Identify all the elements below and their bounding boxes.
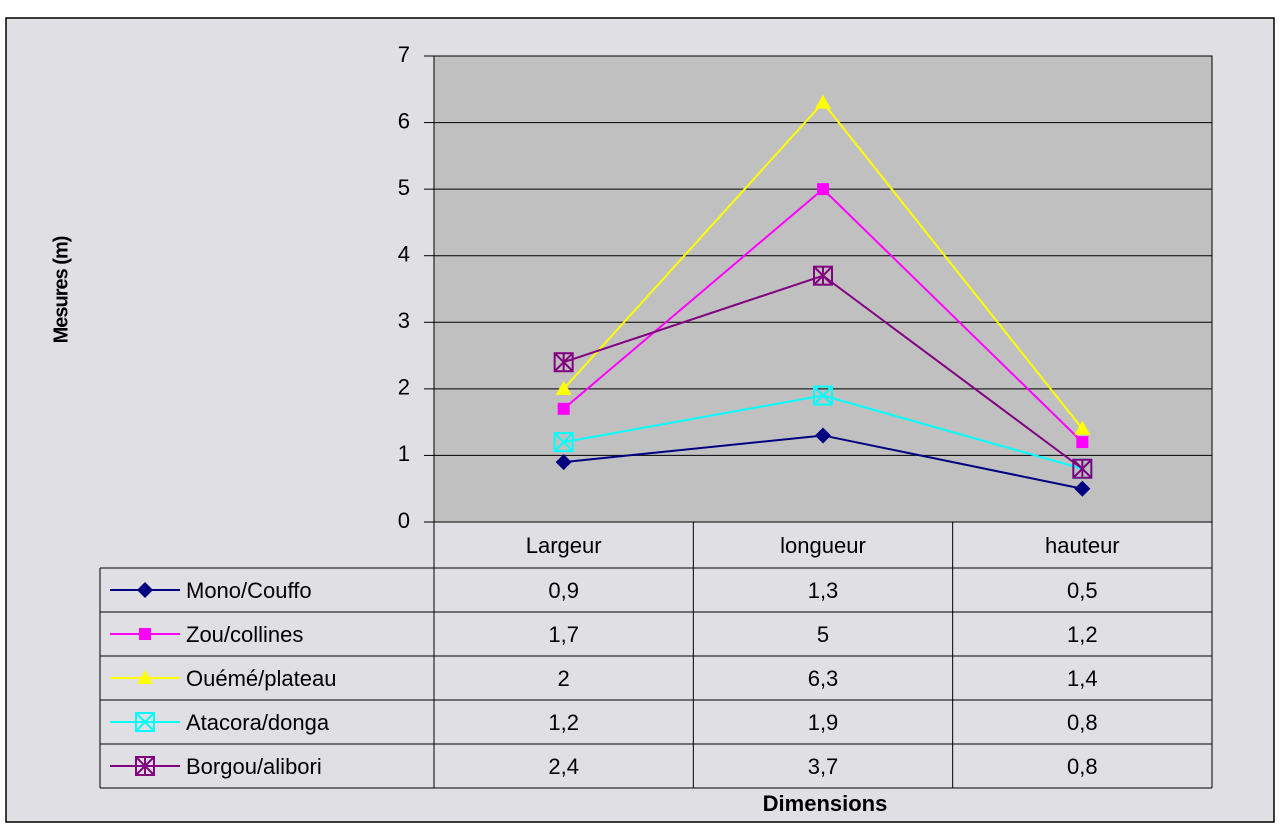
table-value: 3,7 <box>808 754 839 779</box>
marker-part <box>555 454 572 471</box>
y-tick-label: 2 <box>398 375 410 400</box>
marker-part <box>813 385 833 406</box>
x-axis-title: Dimensions <box>763 791 888 816</box>
marker <box>817 183 829 196</box>
marker-part <box>139 628 151 640</box>
marker-part <box>137 670 153 684</box>
x-tick-label: longueur <box>780 533 866 558</box>
marker-part <box>1074 480 1091 497</box>
table-value: 0,8 <box>1067 710 1098 735</box>
table-value: 0,9 <box>548 578 579 603</box>
legend-label: Borgou/alibori <box>186 754 322 779</box>
legend-label: Ouémé/plateau <box>186 666 336 691</box>
table-value: 1,7 <box>548 622 579 647</box>
marker <box>813 265 833 286</box>
marker <box>555 454 572 471</box>
table-value: 0,8 <box>1067 754 1098 779</box>
y-tick-label: 7 <box>398 42 410 67</box>
y-tick-label: 0 <box>398 508 410 533</box>
marker-part <box>1076 436 1089 449</box>
plot-area <box>433 55 1213 523</box>
marker-part <box>813 385 833 406</box>
legend-label: Atacora/donga <box>186 710 330 735</box>
marker <box>1074 480 1091 497</box>
legend-label: Zou/collines <box>186 622 303 647</box>
y-axis-title: Mesures (m) <box>50 236 72 343</box>
legend-marker <box>135 756 155 776</box>
marker-part <box>1074 420 1091 435</box>
marker-part <box>815 94 831 109</box>
marker <box>553 352 574 373</box>
legend-marker <box>139 628 151 640</box>
table-value: 1,9 <box>808 710 839 735</box>
table-value: 2,4 <box>548 754 579 779</box>
marker <box>815 94 831 109</box>
table-value: 1,2 <box>1067 622 1098 647</box>
y-tick-label: 3 <box>398 308 410 333</box>
marker <box>1074 420 1091 435</box>
marker-part <box>135 712 155 732</box>
marker <box>553 432 574 453</box>
table-value: 1,2 <box>548 710 579 735</box>
y-tick-label: 4 <box>398 242 410 267</box>
legend-label: Mono/Couffo <box>186 578 312 603</box>
legend-marker <box>137 670 153 684</box>
y-tick-label: 6 <box>398 108 410 133</box>
marker-part <box>553 432 574 452</box>
marker <box>557 402 570 415</box>
table-value: 0,5 <box>1067 578 1098 603</box>
marker <box>813 385 833 406</box>
marker <box>555 380 572 395</box>
y-tick-label: 1 <box>398 441 410 466</box>
marker-part <box>557 402 570 415</box>
legend-marker <box>137 582 153 598</box>
marker-part <box>137 582 153 598</box>
table-value: 5 <box>817 622 829 647</box>
marker-part <box>135 712 155 732</box>
marker-part <box>555 380 572 395</box>
table-value: 1,4 <box>1067 666 1098 691</box>
marker-part <box>553 432 574 453</box>
marker-part <box>817 183 829 196</box>
table-value: 1,3 <box>808 578 839 603</box>
marker-part <box>815 427 831 444</box>
table-value: 2 <box>558 666 570 691</box>
x-tick-label: hauteur <box>1045 533 1120 558</box>
marker <box>1072 458 1093 479</box>
x-tick-label: Largeur <box>526 533 602 558</box>
marker <box>1076 436 1089 449</box>
y-tick-label: 5 <box>398 175 410 200</box>
legend-marker <box>135 712 155 732</box>
marker <box>815 427 831 444</box>
table-value: 6,3 <box>808 666 839 691</box>
